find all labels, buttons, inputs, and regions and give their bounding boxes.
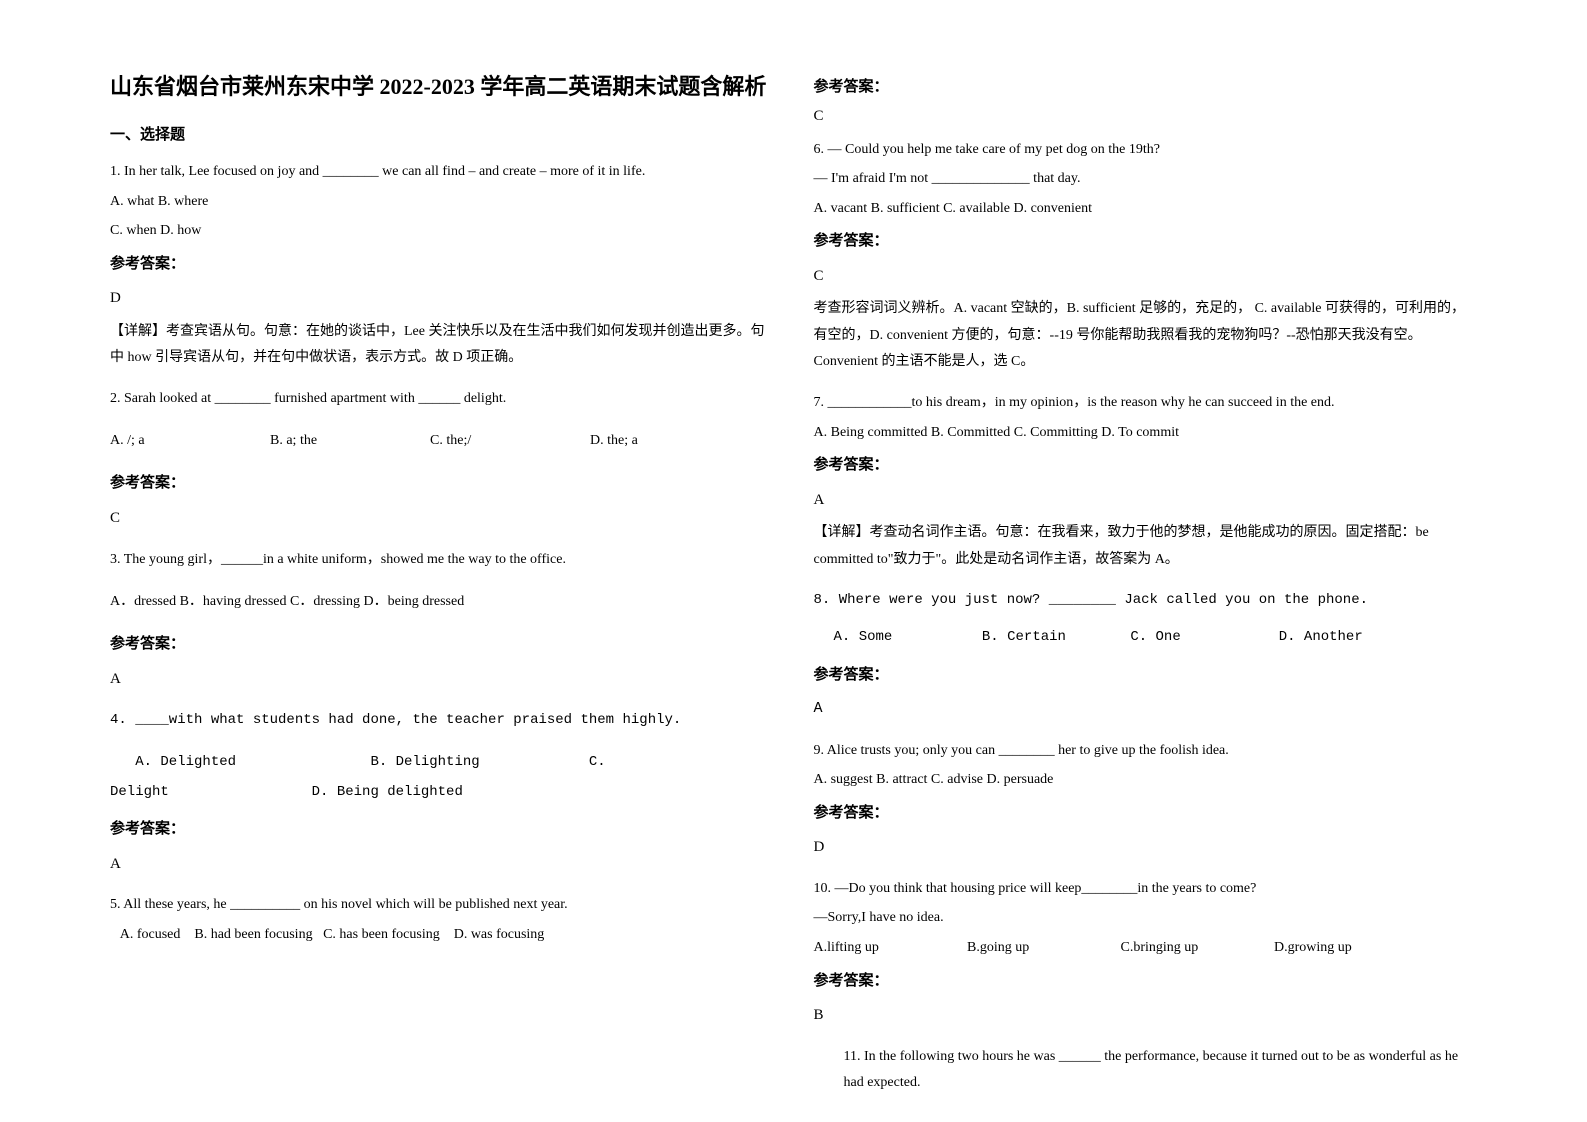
q8-text: 8. Where were you just now? ________ Jac… — [814, 587, 1478, 614]
q3-answer-label: 参考答案： — [110, 630, 774, 659]
document-title: 山东省烟台市莱州东宋中学 2022-2023 学年高二英语期末试题含解析 — [110, 70, 774, 103]
q11-text: 11. In the following two hours he was __… — [814, 1044, 1478, 1097]
q8-options: A. Some B. Certain C. One D. Another — [814, 624, 1478, 651]
q9-text: 9. Alice trusts you; only you can ______… — [814, 738, 1478, 765]
q2-answer-label: 参考答案： — [110, 469, 774, 498]
q10-optB: B.going up — [967, 935, 1117, 962]
q6-text2: — I'm afraid I'm not ______________ that… — [814, 166, 1478, 193]
question-11: 11. In the following two hours he was __… — [814, 1044, 1478, 1097]
q2-text: 2. Sarah looked at ________ furnished ap… — [110, 386, 774, 413]
q9-answer-label: 参考答案： — [814, 799, 1478, 828]
question-3: 3. The young girl，______in a white unifo… — [110, 547, 774, 693]
q7-opts: A. Being committed B. Committed C. Commi… — [814, 420, 1478, 447]
q8-optC: C. One — [1130, 624, 1270, 651]
q4-opts-2: Delight D. Being delighted — [110, 779, 774, 806]
q7-answer-label: 参考答案： — [814, 451, 1478, 480]
q7-text: 7. ____________to his dream，in my opinio… — [814, 390, 1478, 417]
q1-answer: D — [110, 284, 774, 313]
question-1: 1. In her talk, Lee focused on joy and _… — [110, 159, 774, 372]
q2-answer: C — [110, 504, 774, 533]
q6-answer-label: 参考答案： — [814, 227, 1478, 256]
q6-opts: A. vacant B. sufficient C. available D. … — [814, 196, 1478, 223]
q1-answer-label: 参考答案： — [110, 250, 774, 279]
q8-optA: A. Some — [834, 624, 974, 651]
question-4: 4. ____with what students had done, the … — [110, 707, 774, 878]
question-10: 10. —Do you think that housing price wil… — [814, 876, 1478, 1030]
q2-options: A. /; a B. a; the C. the;/ D. the; a — [110, 428, 774, 455]
q10-text2: —Sorry,I have no idea. — [814, 905, 1478, 932]
q8-optB: B. Certain — [982, 624, 1122, 651]
q6-text1: 6. — Could you help me take care of my p… — [814, 137, 1478, 164]
q3-opts: A．dressed B．having dressed C．dressing D．… — [110, 589, 774, 616]
q1-explanation: 【详解】考查宾语从句。句意：在她的谈话中，Lee 关注快乐以及在生活中我们如何发… — [110, 319, 774, 372]
q4-answer: A — [110, 850, 774, 879]
q2-optA: A. /; a — [110, 428, 270, 455]
q6-explanation: 考查形容词词义辨析。A. vacant 空缺的，B. sufficient 足够… — [814, 296, 1478, 376]
q4-answer-label: 参考答案： — [110, 815, 774, 844]
q10-optD: D.growing up — [1274, 935, 1424, 962]
q4-opts-1: A. Delighted B. Delighting C. — [110, 749, 774, 776]
question-5: 5. All these years, he __________ on his… — [110, 892, 774, 948]
q7-explanation: 【详解】考查动名词作主语。句意：在我看来，致力于他的梦想，是他能成功的原因。固定… — [814, 520, 1478, 573]
q10-optA: A.lifting up — [814, 935, 964, 962]
q5-opts: A. focused B. had been focusing C. has b… — [110, 922, 774, 949]
q10-answer-label: 参考答案： — [814, 967, 1478, 996]
q5-text: 5. All these years, he __________ on his… — [110, 892, 774, 919]
q1-opts-2: C. when D. how — [110, 218, 774, 245]
q10-text1: 10. —Do you think that housing price wil… — [814, 876, 1478, 903]
q9-answer: D — [814, 833, 1478, 862]
q10-optC: C.bringing up — [1121, 935, 1271, 962]
q2-optC: C. the;/ — [430, 428, 590, 455]
q4-text: 4. ____with what students had done, the … — [110, 707, 774, 734]
question-2: 2. Sarah looked at ________ furnished ap… — [110, 386, 774, 532]
q2-optB: B. a; the — [270, 428, 430, 455]
q3-answer: A — [110, 665, 774, 694]
q1-opts-1: A. what B. where — [110, 189, 774, 216]
question-9: 9. Alice trusts you; only you can ______… — [814, 738, 1478, 862]
section-heading: 一、选择题 — [110, 123, 774, 144]
q8-optD: D. Another — [1279, 624, 1419, 651]
left-column: 山东省烟台市莱州东宋中学 2022-2023 学年高二英语期末试题含解析 一、选… — [90, 70, 794, 1052]
q5-answer: C — [814, 102, 1478, 131]
q8-answer: A — [814, 695, 1478, 724]
q7-answer: A — [814, 486, 1478, 515]
q10-answer: B — [814, 1001, 1478, 1030]
q6-answer: C — [814, 262, 1478, 291]
question-7: 7. ____________to his dream，in my opinio… — [814, 390, 1478, 573]
right-column: 参考答案： C 6. — Could you help me take care… — [794, 70, 1498, 1052]
q3-text: 3. The young girl，______in a white unifo… — [110, 547, 774, 574]
q2-optD: D. the; a — [590, 428, 750, 455]
q5-answer-label: 参考答案： — [814, 75, 1478, 96]
q9-opts: A. suggest B. attract C. advise D. persu… — [814, 767, 1478, 794]
q10-options: A.lifting up B.going up C.bringing up D.… — [814, 935, 1478, 962]
q8-answer-label: 参考答案： — [814, 661, 1478, 690]
question-8: 8. Where were you just now? ________ Jac… — [814, 587, 1478, 723]
question-6: 6. — Could you help me take care of my p… — [814, 137, 1478, 377]
q1-text: 1. In her talk, Lee focused on joy and _… — [110, 159, 774, 186]
